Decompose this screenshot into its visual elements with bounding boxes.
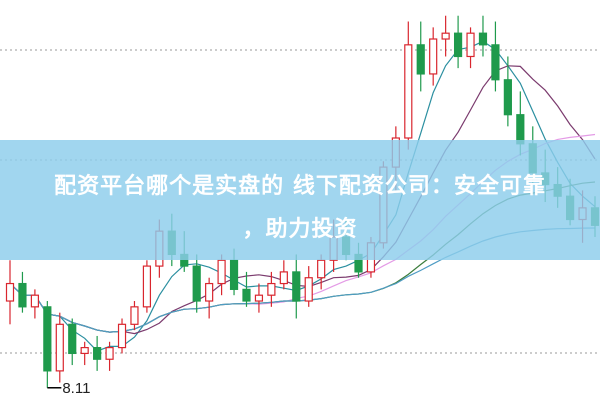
title-line-1: 配资平台哪个是实盘的 线下配资公司：安全可靠 bbox=[54, 174, 546, 199]
candle-body-down bbox=[292, 271, 301, 302]
candle bbox=[68, 318, 77, 366]
candle-body-down bbox=[68, 323, 77, 355]
candle-body-up bbox=[466, 32, 475, 58]
candle-body-down bbox=[192, 265, 201, 302]
candle-body-up bbox=[429, 38, 438, 75]
candle bbox=[503, 56, 512, 127]
candle-body-down bbox=[491, 44, 500, 81]
candle bbox=[429, 27, 438, 86]
low-price-label: 8.11 bbox=[62, 380, 90, 397]
candle bbox=[466, 27, 475, 69]
candle-body-up bbox=[5, 282, 15, 302]
candle-body-up bbox=[55, 323, 64, 372]
candle bbox=[5, 260, 15, 325]
candle bbox=[93, 335, 102, 371]
candle bbox=[192, 254, 201, 313]
candle bbox=[453, 15, 463, 69]
candle-body-down bbox=[43, 306, 52, 372]
candle bbox=[18, 271, 27, 313]
candle bbox=[130, 301, 139, 331]
candle-body-up bbox=[217, 259, 226, 285]
candle bbox=[304, 266, 313, 307]
low-annotation: 8.11 bbox=[47, 380, 90, 397]
candle bbox=[55, 312, 64, 383]
candle bbox=[317, 254, 326, 290]
candle bbox=[117, 318, 127, 354]
candle-body-up bbox=[117, 323, 127, 349]
title-banner bbox=[0, 140, 600, 260]
candle bbox=[254, 283, 264, 313]
candle bbox=[416, 21, 425, 92]
candle bbox=[491, 21, 500, 92]
candle bbox=[80, 341, 89, 366]
candle-body-down bbox=[93, 346, 102, 360]
candle-body-up bbox=[441, 32, 450, 40]
candle bbox=[404, 21, 413, 150]
candle bbox=[441, 15, 450, 57]
candle-body-up bbox=[317, 259, 326, 279]
candle-body-up bbox=[130, 306, 139, 325]
candle-body-up bbox=[205, 282, 214, 302]
candle bbox=[478, 15, 488, 57]
candle bbox=[217, 254, 226, 296]
candle-body-up bbox=[267, 282, 276, 296]
candle bbox=[205, 277, 214, 319]
candle-body-up bbox=[105, 346, 114, 360]
candle-body-up bbox=[142, 265, 152, 308]
title-line-2: ，助力投资 bbox=[242, 217, 358, 242]
candle-body-up bbox=[304, 277, 313, 302]
candle bbox=[105, 341, 114, 371]
candle-body-up bbox=[80, 346, 89, 355]
candle bbox=[292, 254, 301, 319]
candle bbox=[242, 271, 251, 307]
candle bbox=[279, 260, 288, 290]
candle-body-up bbox=[30, 294, 39, 308]
candle-body-down bbox=[478, 32, 488, 46]
candle bbox=[142, 260, 152, 313]
candle-body-up bbox=[254, 294, 264, 302]
candle-body-down bbox=[229, 259, 239, 290]
candle-body-down bbox=[503, 79, 512, 116]
candle-body-down bbox=[453, 32, 463, 58]
candle-body-up bbox=[404, 44, 413, 139]
candle bbox=[30, 289, 39, 319]
candle bbox=[267, 271, 276, 307]
candle bbox=[43, 301, 52, 388]
candle-body-down bbox=[242, 288, 251, 302]
candle-body-down bbox=[18, 282, 27, 308]
candle-body-down bbox=[416, 44, 425, 75]
candle-body-up bbox=[279, 271, 288, 285]
